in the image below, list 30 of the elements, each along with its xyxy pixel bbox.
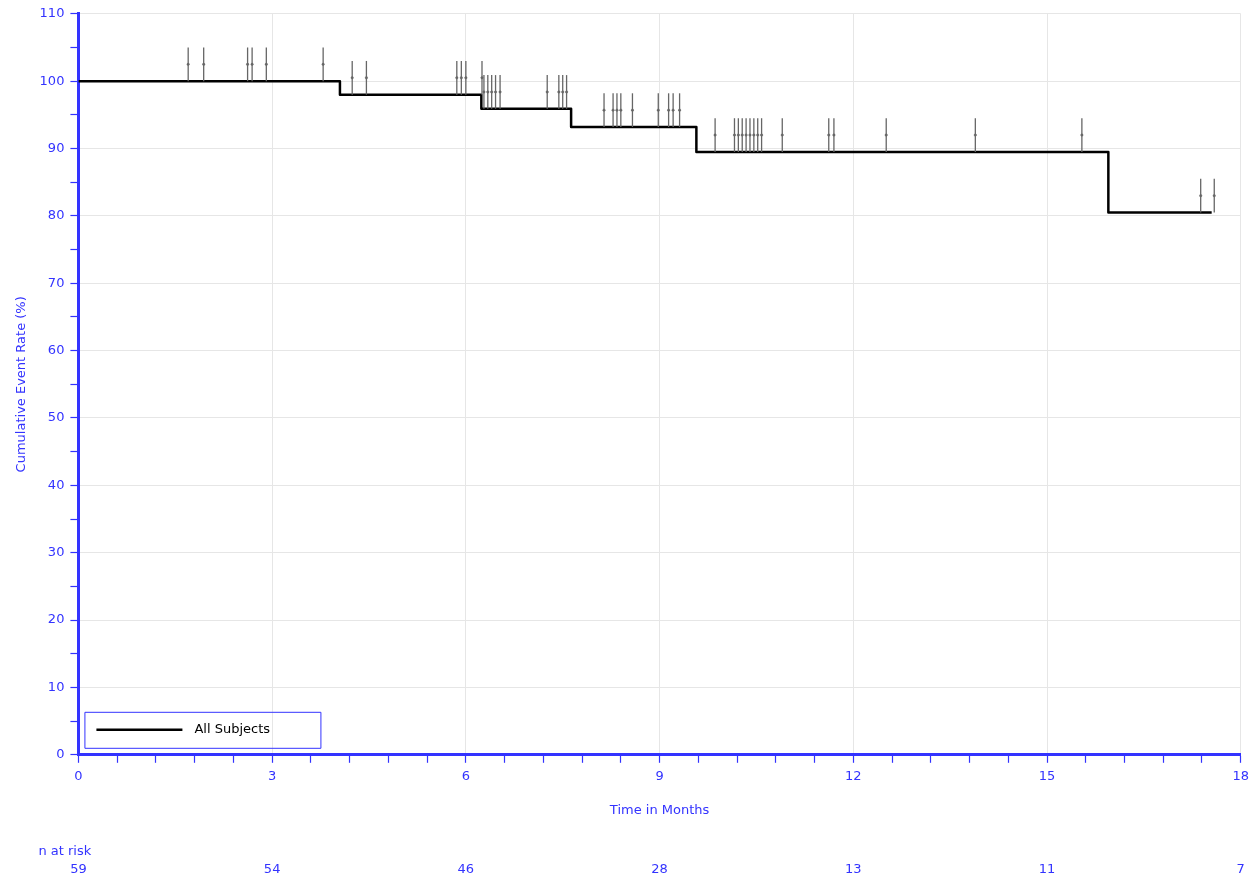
y-tick-label: 80 [47,207,65,223]
y-tick-label: 40 [47,476,65,492]
x-tick-label: 3 [267,767,277,783]
y-axis-title: Cumulative Event Rate (%) [13,296,29,473]
x-tick-label: 6 [461,767,470,783]
x-tick-label: 18 [1232,767,1249,783]
y-tick-label: 0 [56,746,65,762]
x-tick-label: 15 [1038,767,1056,783]
text: 13 [845,860,862,874]
y-tick-label: 50 [47,409,65,425]
y-tick-label: 70 [47,274,65,290]
y-tick-label: 60 [47,341,65,357]
y-tick-label: 100 [39,72,65,88]
text: 11 [1038,860,1056,874]
text: 54 [263,860,281,874]
text: All Subjects [194,721,271,737]
x-tick-label: 9 [655,767,664,783]
y-tick-label: 90 [47,139,65,155]
text: n at risk [38,842,92,858]
text: 28 [651,860,668,874]
x-tick-label: 12 [845,767,862,783]
y-tick-label: 110 [39,5,65,21]
x-axis-title: Time in Months [608,801,710,817]
text: 59 [70,860,87,874]
y-tick-label: 30 [47,544,65,560]
text: 46 [457,860,475,874]
y-tick-label: 20 [47,611,65,627]
y-tick-label: 10 [47,678,65,694]
x-tick-label: 0 [74,767,83,783]
text: 7 [1236,860,1245,874]
